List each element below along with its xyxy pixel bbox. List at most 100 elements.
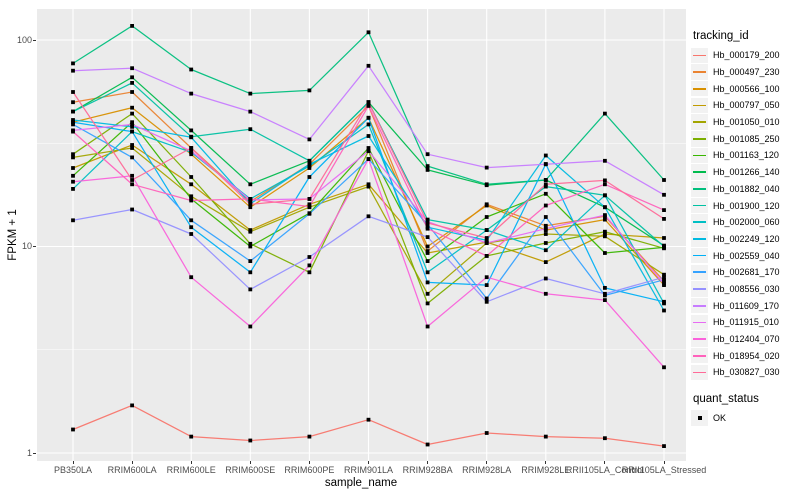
data-point bbox=[425, 270, 430, 275]
data-point bbox=[366, 103, 371, 108]
data-point bbox=[248, 205, 253, 210]
x-tick-label: PB350LA bbox=[53, 465, 93, 475]
legend-label: Hb_018954_020 bbox=[713, 350, 780, 361]
legend-key bbox=[691, 47, 708, 64]
data-point bbox=[366, 184, 371, 189]
data-point bbox=[71, 118, 75, 122]
data-point bbox=[130, 90, 134, 94]
data-point bbox=[130, 403, 134, 408]
data-point bbox=[543, 260, 548, 264]
data-point bbox=[543, 241, 548, 245]
y-tick-label: 1 bbox=[26, 447, 32, 458]
data-point bbox=[307, 197, 312, 201]
data-point bbox=[307, 202, 312, 207]
legend-key-line-icon bbox=[693, 121, 706, 123]
legend-label: Hb_001163_120 bbox=[713, 150, 779, 161]
data-point bbox=[662, 308, 666, 313]
x-tick bbox=[368, 461, 369, 464]
data-point bbox=[307, 204, 312, 209]
data-point bbox=[366, 182, 371, 187]
data-point bbox=[307, 211, 312, 216]
legend: tracking_id Hb_000179_200 Hb_000497_230 Hb… bbox=[691, 30, 799, 426]
legend-key-line-icon bbox=[693, 87, 706, 90]
legend-label: Hb_002000_060 bbox=[713, 217, 780, 228]
data-point bbox=[425, 217, 430, 222]
x-tick bbox=[131, 461, 133, 464]
data-point bbox=[248, 182, 253, 187]
data-point bbox=[425, 442, 430, 447]
data-point bbox=[366, 100, 371, 105]
data-point bbox=[189, 135, 194, 140]
legend-key-line-icon bbox=[693, 354, 706, 357]
legend-key-line-icon bbox=[693, 154, 706, 157]
x-axis-title: sample_name bbox=[324, 477, 398, 489]
legend-item: OK bbox=[691, 410, 799, 427]
legend-key bbox=[691, 114, 708, 130]
data-point bbox=[189, 67, 194, 72]
data-point bbox=[662, 178, 666, 182]
x-tick bbox=[545, 461, 547, 464]
x-tick bbox=[486, 461, 488, 464]
legend-label: Hb_000179_200 bbox=[713, 50, 780, 61]
data-point bbox=[307, 175, 312, 179]
x-tick-label: RRIM901LA bbox=[343, 465, 394, 475]
legend-key-line-icon bbox=[693, 338, 706, 340]
data-point bbox=[662, 244, 666, 249]
data-point bbox=[130, 155, 134, 160]
legend-key bbox=[691, 281, 708, 297]
x-tick bbox=[604, 461, 606, 464]
data-point bbox=[603, 217, 607, 222]
data-point bbox=[662, 281, 666, 286]
data-point bbox=[189, 128, 194, 133]
legend-key-line-icon bbox=[693, 221, 706, 224]
data-point bbox=[71, 61, 75, 66]
data-point bbox=[307, 263, 312, 268]
data-point bbox=[71, 90, 75, 94]
x-tick-label: RRIM600LA bbox=[107, 465, 157, 475]
legend-label: Hb_001050_010 bbox=[713, 117, 780, 128]
legend-label: Hb_000566_100 bbox=[713, 83, 780, 94]
data-point bbox=[425, 259, 430, 263]
data-point bbox=[248, 127, 253, 132]
legend-key-line-icon bbox=[693, 371, 706, 374]
data-point bbox=[662, 275, 666, 280]
data-point bbox=[662, 365, 666, 370]
y-axis-title: FPKM + 1 bbox=[7, 209, 19, 261]
legend-item: Hb_001900_120 bbox=[691, 197, 799, 214]
legend-item: Hb_001163_120 bbox=[691, 147, 799, 164]
legend-item: Hb_002681_170 bbox=[691, 264, 799, 281]
x-tick bbox=[663, 461, 665, 464]
data-point bbox=[71, 187, 75, 191]
legend-key bbox=[691, 247, 708, 264]
data-point bbox=[543, 203, 548, 208]
x-tick bbox=[427, 461, 429, 464]
data-point bbox=[603, 232, 607, 236]
data-point bbox=[543, 215, 548, 219]
data-point bbox=[366, 122, 371, 127]
data-point bbox=[71, 100, 75, 105]
data-point bbox=[248, 287, 253, 292]
data-point bbox=[71, 166, 75, 170]
data-point bbox=[248, 91, 253, 96]
data-point bbox=[603, 158, 607, 163]
data-point bbox=[662, 217, 666, 221]
data-point bbox=[484, 238, 489, 243]
data-point bbox=[543, 248, 548, 253]
data-point bbox=[248, 244, 253, 249]
data-point bbox=[189, 175, 194, 179]
data-point bbox=[130, 182, 134, 187]
x-tick-label: RRIM600LE bbox=[166, 465, 216, 475]
data-point bbox=[307, 88, 312, 93]
data-point bbox=[484, 236, 489, 240]
legend-key bbox=[691, 164, 708, 180]
data-point bbox=[248, 324, 253, 329]
data-point bbox=[307, 434, 312, 439]
legend-label: Hb_011609_170 bbox=[713, 300, 779, 311]
data-point bbox=[543, 153, 548, 158]
data-point bbox=[603, 205, 607, 210]
plot-panel bbox=[37, 9, 686, 461]
data-point bbox=[603, 182, 607, 187]
data-point bbox=[484, 182, 489, 187]
data-point bbox=[484, 296, 489, 301]
